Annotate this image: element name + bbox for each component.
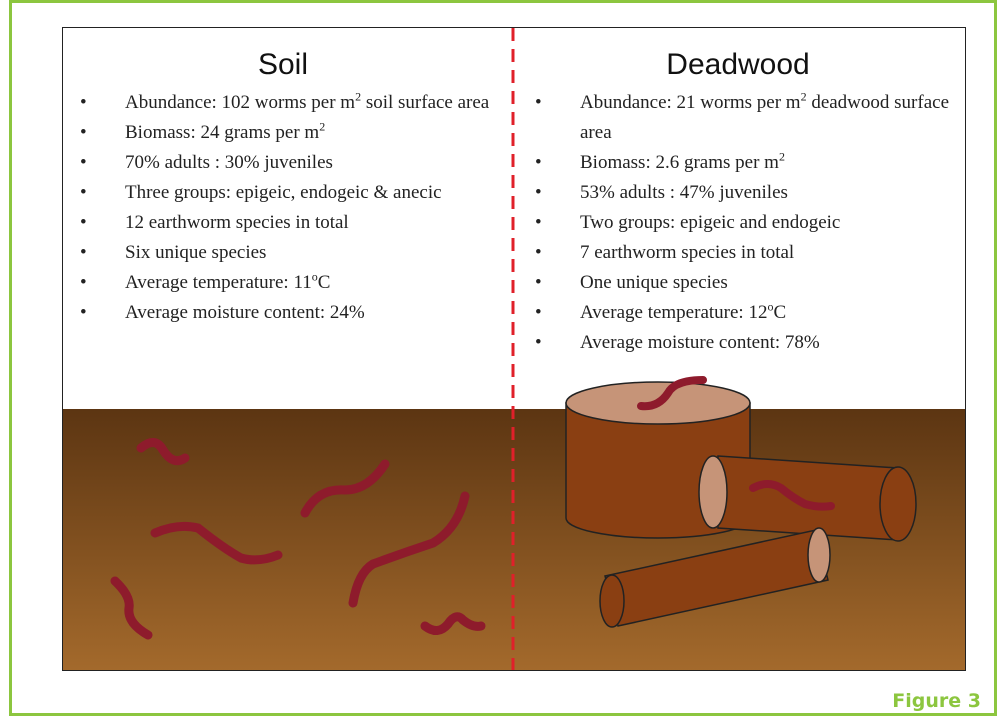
panel: Soil Abundance: 102 worms per m 2 soil su… — [63, 28, 503, 328]
text-part: Average temperature: 11 — [125, 272, 312, 293]
text-part: Abundance: 21 worms per m — [580, 92, 801, 113]
panel-title: Soil — [63, 48, 503, 82]
bullet-item: Six unique species — [63, 238, 503, 268]
text-part: C — [318, 272, 331, 293]
text-part: Average temperature: 12 — [580, 302, 767, 323]
text-part: Biomass: 2.6 grams per m — [580, 152, 779, 173]
superscript: 2 — [779, 150, 785, 164]
panel-title: Deadwood — [518, 48, 958, 82]
text-part: C — [773, 302, 786, 323]
bullet-item: 12 earthworm species in total — [63, 208, 503, 238]
superscript: 2 — [319, 120, 325, 134]
bullet-item: Abundance: 21 worms per m2 deadwood surf… — [518, 88, 958, 148]
bullet-list: Abundance: 102 worms per m 2 soil surface… — [63, 88, 503, 328]
bullet-item: Biomass: 2.6 grams per m2 — [518, 148, 958, 178]
bullet-item: Biomass: 24 grams per m2 — [63, 118, 503, 148]
text-part: Abundance: 102 worms per m — [125, 92, 355, 113]
bullet-item: Abundance: 102 worms per m2 soil surface… — [63, 88, 503, 118]
bullet-list: Abundance: 21 worms per m2 deadwood surf… — [518, 88, 958, 358]
bullet-item: 70% adults : 30% juveniles — [63, 148, 503, 178]
bullet-item: Average moisture content: 78% — [518, 328, 958, 358]
text-part: soil surface area — [361, 92, 489, 113]
bullet-item: Average temperature: 12oC — [518, 298, 958, 328]
figure-label: Figure 3 — [892, 690, 981, 712]
text-part: Biomass: 24 grams per m — [125, 122, 319, 143]
bullet-item: Two groups: epigeic and endogeic — [518, 208, 958, 238]
bullet-item: One unique species — [518, 268, 958, 298]
bullet-item: Three groups: epigeic, endogeic & anecic — [63, 178, 503, 208]
bullet-item: 7 earthworm species in total — [518, 238, 958, 268]
figure: Soil Abundance: 102 worms per m 2 soil su… — [62, 27, 966, 671]
page: Soil Abundance: 102 worms per m 2 soil su… — [0, 0, 1003, 719]
bullet-item: Average moisture content: 24% — [63, 298, 503, 328]
panel: Deadwood Abundance: 21 worms per m2 dead… — [518, 28, 958, 358]
bullet-item: Average temperature: 11oC — [63, 268, 503, 298]
bullet-item: 53% adults : 47% juveniles — [518, 178, 958, 208]
